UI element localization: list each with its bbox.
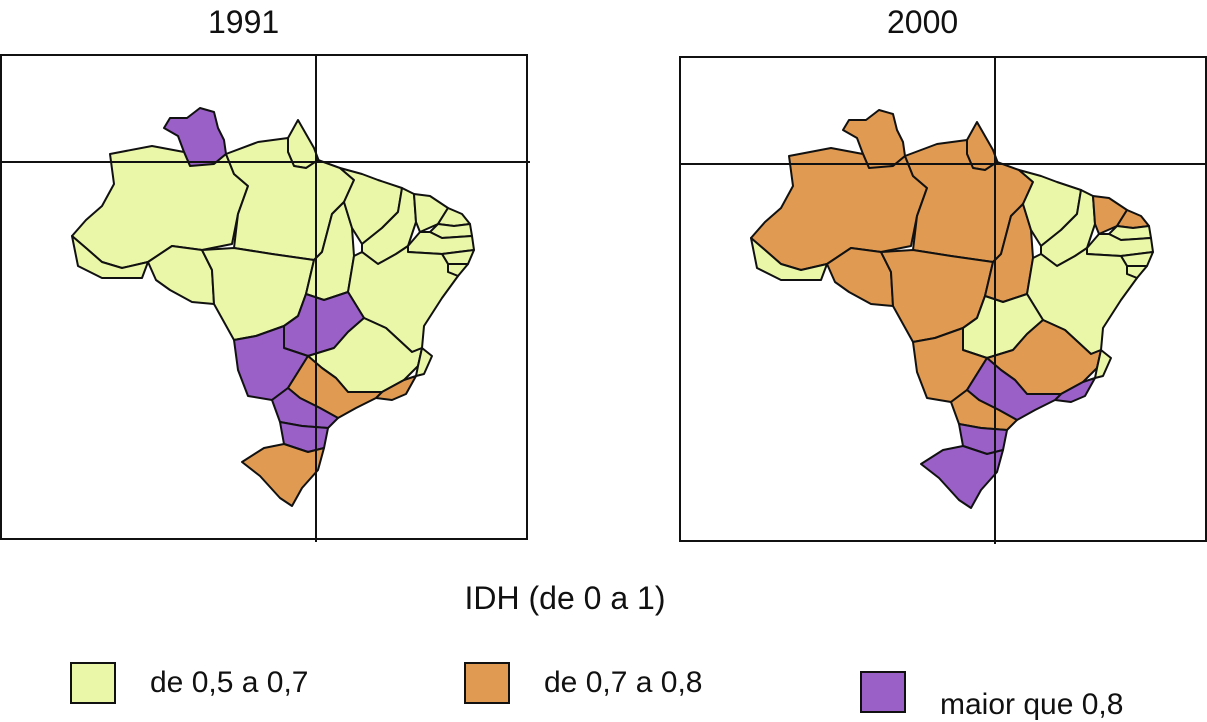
legend-swatch-maior [860, 671, 906, 713]
legend-item-mid: de 0,7 a 0,8 [464, 662, 702, 704]
legend-title: IDH (de 0 a 1) [464, 580, 666, 616]
legend-swatch-low [70, 662, 116, 704]
state-es-1991 [415, 347, 433, 377]
legend-swatch-mid [464, 662, 510, 704]
map-title-1991: 1991 [208, 4, 280, 40]
state-es-2000 [1094, 349, 1112, 379]
legend-label-mid: de 0,7 a 0,8 [544, 666, 703, 699]
legend-label-low: de 0,5 a 0,7 [150, 666, 309, 699]
state-rs-1991 [241, 443, 325, 507]
map-1991-svg [2, 56, 530, 542]
state-rs-2000 [920, 445, 1004, 509]
map-2000-svg [681, 58, 1207, 544]
legend-item-maior: maior que 0,8 [860, 662, 1123, 722]
map-1991 [0, 54, 530, 542]
map-title-2000: 2000 [887, 4, 959, 40]
legend-label-maior: maior que 0,8 [940, 688, 1124, 721]
legend-item-low: de 0,5 a 0,7 [70, 662, 308, 704]
map-2000 [679, 56, 1207, 544]
